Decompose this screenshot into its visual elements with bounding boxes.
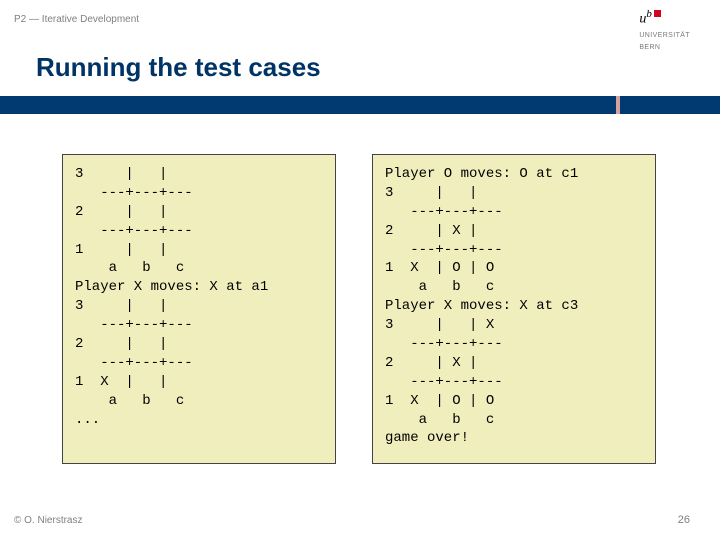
logo-square-icon [654,10,661,17]
logo-subtitle-1: UNIVERSITÄT [639,32,690,40]
university-logo: ub UNIVERSITÄT BERN [639,8,690,52]
logo-subtitle-2: BERN [639,44,690,52]
logo-b: b [646,8,652,20]
code-block-left: 3 | | ---+---+--- 2 | | ---+---+--- 1 | … [62,154,336,464]
logo-mark: ub [639,8,690,28]
copyright: © O. Nierstrasz [14,515,83,526]
breadcrumb: P2 — Iterative Development [14,14,139,25]
slide-title: Running the test cases [36,52,321,83]
page-number: 26 [678,514,690,526]
divider-bar [0,96,720,114]
divider-bar-accent [616,96,620,114]
code-block-right: Player O moves: O at c1 3 | | ---+---+--… [372,154,656,464]
